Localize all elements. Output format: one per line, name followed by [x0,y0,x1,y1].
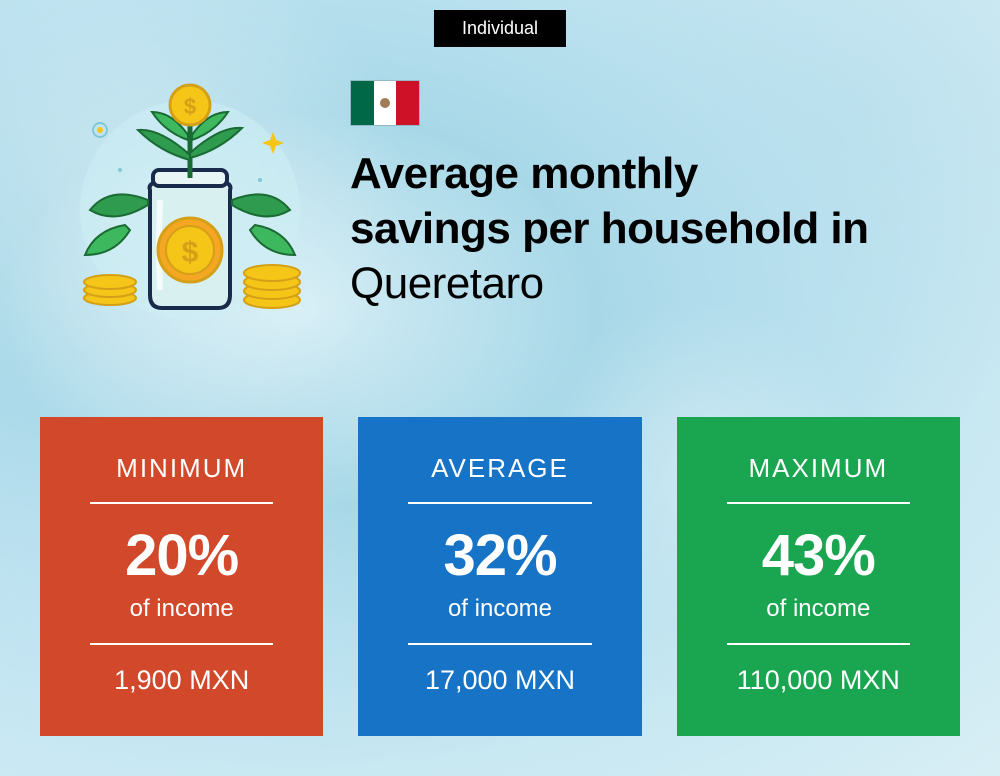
savings-jar-illustration: $ $ [60,70,320,330]
stat-card-minimum: MINIMUM 20% of income 1,900 MXN [40,417,323,736]
card-amount: 110,000 MXN [737,665,900,696]
card-divider [90,502,273,504]
title-block: Average monthly savings per household in… [350,70,869,311]
top-coin-icon: $ [170,85,210,125]
card-percent: 20% [125,522,238,589]
coin-stack-right-icon [244,265,300,308]
card-divider [727,643,910,645]
stat-card-average: AVERAGE 32% of income 17,000 MXN [358,417,641,736]
card-amount: 1,900 MXN [114,665,249,696]
svg-text:$: $ [184,94,196,119]
card-label: MINIMUM [116,453,247,484]
card-percent: 43% [762,522,875,589]
card-label: AVERAGE [431,453,569,484]
card-amount: 17,000 MXN [425,665,575,696]
card-divider [727,502,910,504]
category-badge: Individual [434,10,566,47]
card-divider [90,643,273,645]
card-subtext: of income [448,595,552,623]
coin-in-jar-icon: $ [158,218,222,282]
card-divider [408,643,591,645]
card-percent: 32% [443,522,556,589]
stat-card-maximum: MAXIMUM 43% of income 110,000 MXN [677,417,960,736]
card-divider [408,502,591,504]
title-line-2: savings per household in [350,204,869,253]
flag-stripe-red [396,81,419,125]
title-line-1: Average monthly [350,149,698,198]
flag-stripe-white [374,81,397,125]
mexico-flag-icon [350,80,420,126]
page-title: Average monthly savings per household in… [350,146,869,311]
flag-stripe-green [351,81,374,125]
stat-cards-row: MINIMUM 20% of income 1,900 MXN AVERAGE … [40,417,960,736]
title-location: Queretaro [350,259,544,308]
coin-stack-left-icon [84,275,136,305]
card-label: MAXIMUM [748,453,888,484]
header-section: $ $ [60,70,960,330]
card-subtext: of income [130,595,234,623]
svg-text:$: $ [182,236,199,269]
card-subtext: of income [766,595,870,623]
